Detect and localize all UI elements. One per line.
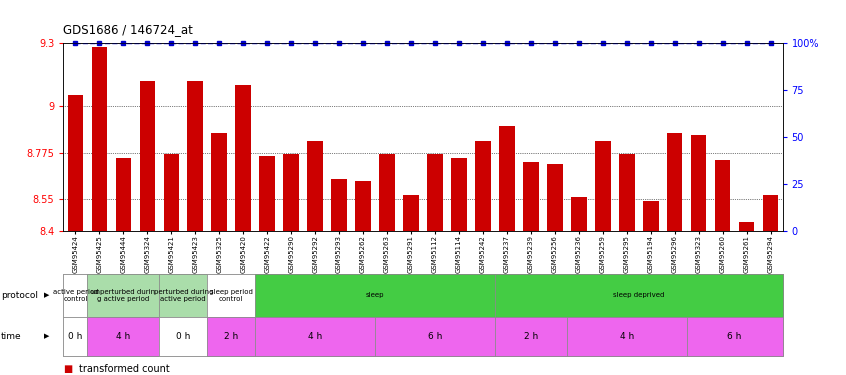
Bar [91,47,107,231]
Text: 6 h: 6 h [728,332,742,341]
Bar [763,195,778,231]
Bar [332,178,347,231]
Bar [595,141,611,231]
Text: ■: ■ [63,364,73,374]
Text: time: time [1,332,21,341]
Text: GDS1686 / 146724_at: GDS1686 / 146724_at [63,22,194,36]
Bar [475,141,491,231]
Bar [68,95,83,231]
Bar [307,141,323,231]
Text: 4 h: 4 h [308,332,322,341]
Bar [451,158,467,231]
Text: ▶: ▶ [44,292,49,298]
Bar [547,164,563,231]
Bar [163,153,179,231]
Bar [235,85,251,231]
Text: 0 h: 0 h [176,332,190,341]
Bar [404,195,419,231]
Bar [619,153,634,231]
Text: 4 h: 4 h [116,332,130,341]
Text: 0 h: 0 h [69,332,83,341]
Bar [571,197,586,231]
Bar [283,153,299,231]
Text: 2 h: 2 h [224,332,239,341]
Bar [116,158,131,231]
Bar [739,222,755,231]
Bar [355,181,371,231]
Bar [715,160,730,231]
Text: protocol: protocol [1,291,38,300]
Text: unperturbed durin
g active period: unperturbed durin g active period [91,289,156,302]
Bar [379,153,395,231]
Bar [523,162,539,231]
Text: ▶: ▶ [44,334,49,340]
Text: transformed count: transformed count [79,364,169,374]
Bar [667,133,683,231]
Text: 4 h: 4 h [619,332,634,341]
Text: sleep: sleep [365,292,384,298]
Bar [427,153,442,231]
Bar [691,135,706,231]
Text: sleep period
control: sleep period control [210,289,253,302]
Bar [499,126,514,231]
Text: 6 h: 6 h [428,332,442,341]
Text: active period
control: active period control [52,289,98,302]
Bar [212,133,227,231]
Bar [188,81,203,231]
Bar [260,156,275,231]
Text: sleep deprived: sleep deprived [613,292,664,298]
Text: perturbed during
active period: perturbed during active period [154,289,213,302]
Text: 2 h: 2 h [524,332,538,341]
Bar [643,201,658,231]
Bar [140,81,155,231]
